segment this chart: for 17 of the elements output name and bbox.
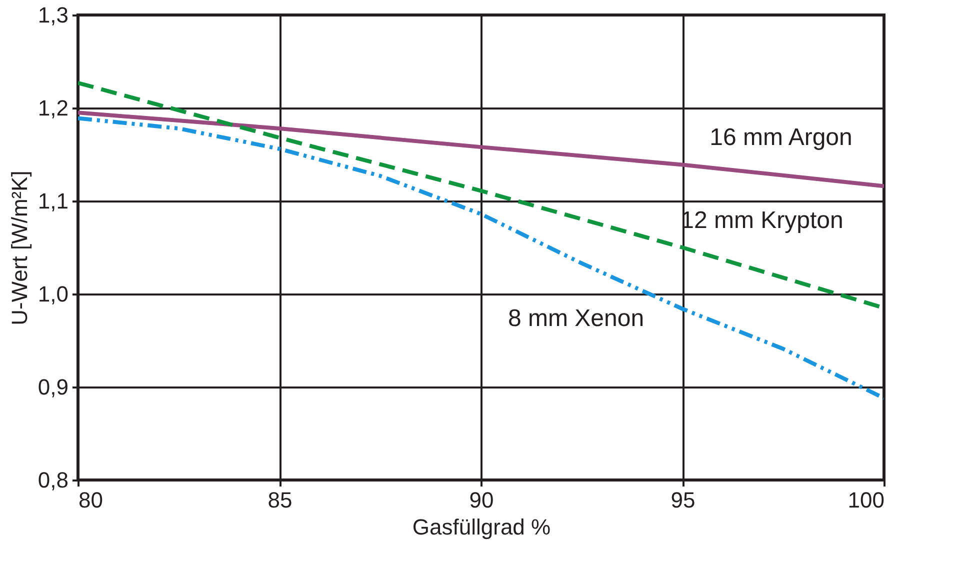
x-tick-label: 80: [78, 488, 103, 512]
y-tick-label: 1,0: [38, 282, 68, 306]
y-tick-label: 1,3: [38, 2, 68, 28]
series-label: 8 mm Xenon: [508, 305, 644, 332]
series-label: 16 mm Argon: [710, 124, 852, 151]
x-tick-label: 90: [469, 488, 494, 512]
y-tick-label: 1,1: [38, 188, 68, 214]
x-tick-label: 95: [670, 488, 696, 512]
y-tick-label: 0,9: [38, 374, 68, 400]
y-axis-title: U-Wert [W/m²K]: [6, 170, 32, 326]
x-tick-label: 100: [848, 488, 884, 512]
line-series: [78, 110, 884, 188]
series-label: 12 mm Krypton: [680, 207, 844, 234]
y-tick-label: 1,2: [38, 96, 68, 120]
x-tick-label: 85: [268, 488, 292, 512]
y-tick-label: 0,8: [38, 468, 68, 492]
x-axis-title: Gasfüllgrad %: [412, 514, 551, 540]
